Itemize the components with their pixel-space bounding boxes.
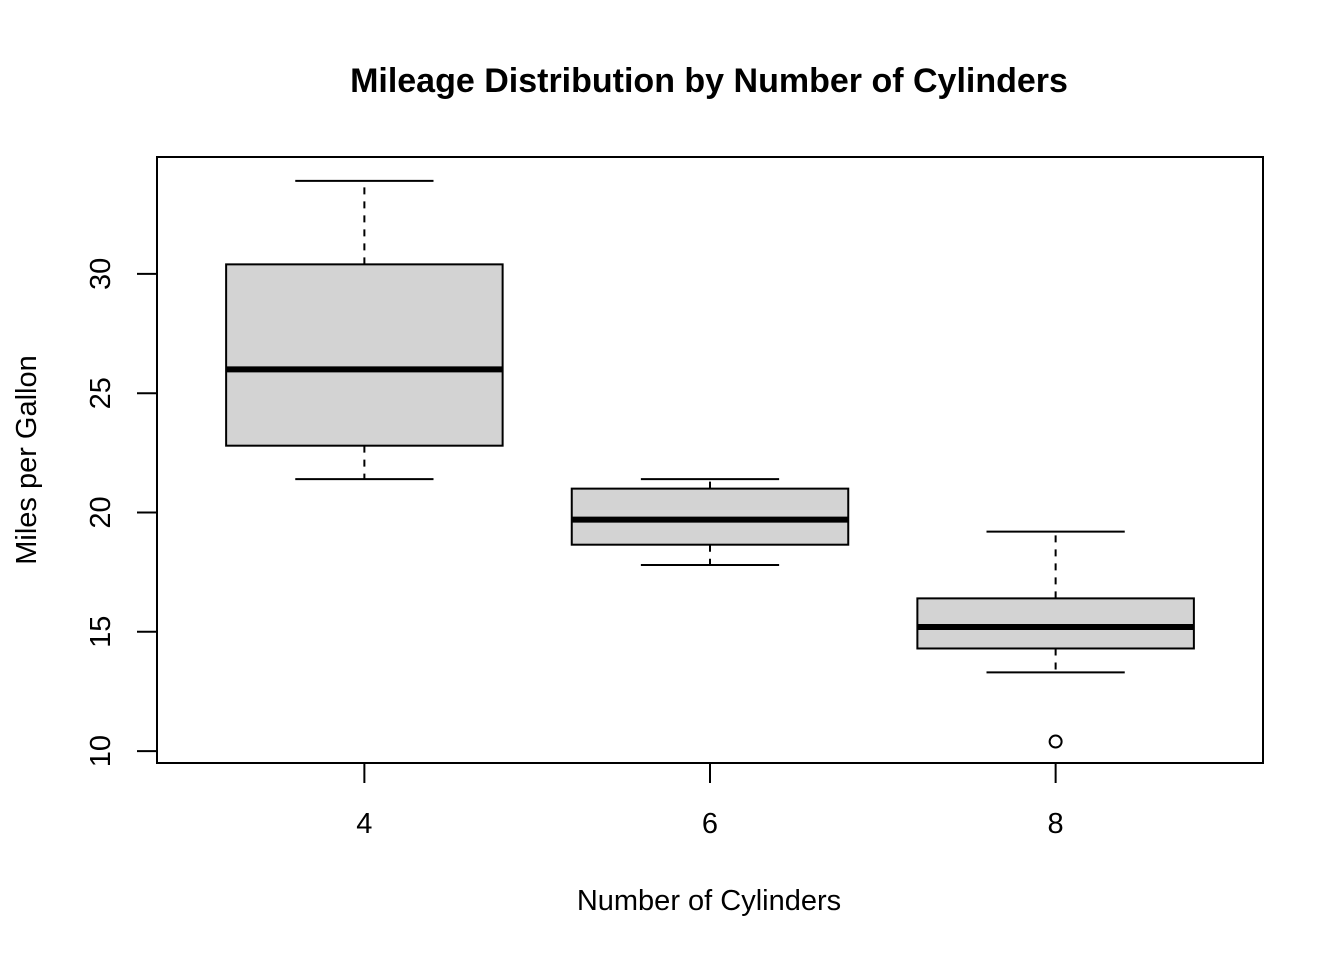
outlier-point (1048, 734, 1063, 749)
box (916, 597, 1195, 650)
x-tick-label: 6 (702, 808, 718, 840)
box (225, 263, 504, 447)
y-tick-label: 20 (85, 496, 117, 528)
x-axis: 4 6 8 (356, 763, 1064, 840)
y-tick-label: 10 (85, 735, 117, 767)
y-tick-label: 30 (85, 258, 117, 290)
y-axis-label: Miles per Gallon (11, 355, 43, 565)
x-tick-label: 8 (1048, 808, 1064, 840)
chart-marks (225, 179, 1195, 749)
x-tick-label: 4 (356, 808, 372, 840)
box-group-6 (570, 478, 850, 566)
y-tick-label: 15 (85, 616, 117, 648)
y-axis: 10 15 20 25 30 (85, 258, 158, 767)
x-axis-label: Number of Cylinders (577, 885, 841, 917)
box-group-8 (916, 530, 1195, 749)
box-group-4 (225, 179, 504, 481)
chart-title: Mileage Distribution by Number of Cylind… (350, 62, 1068, 100)
y-tick-label: 25 (85, 377, 117, 409)
